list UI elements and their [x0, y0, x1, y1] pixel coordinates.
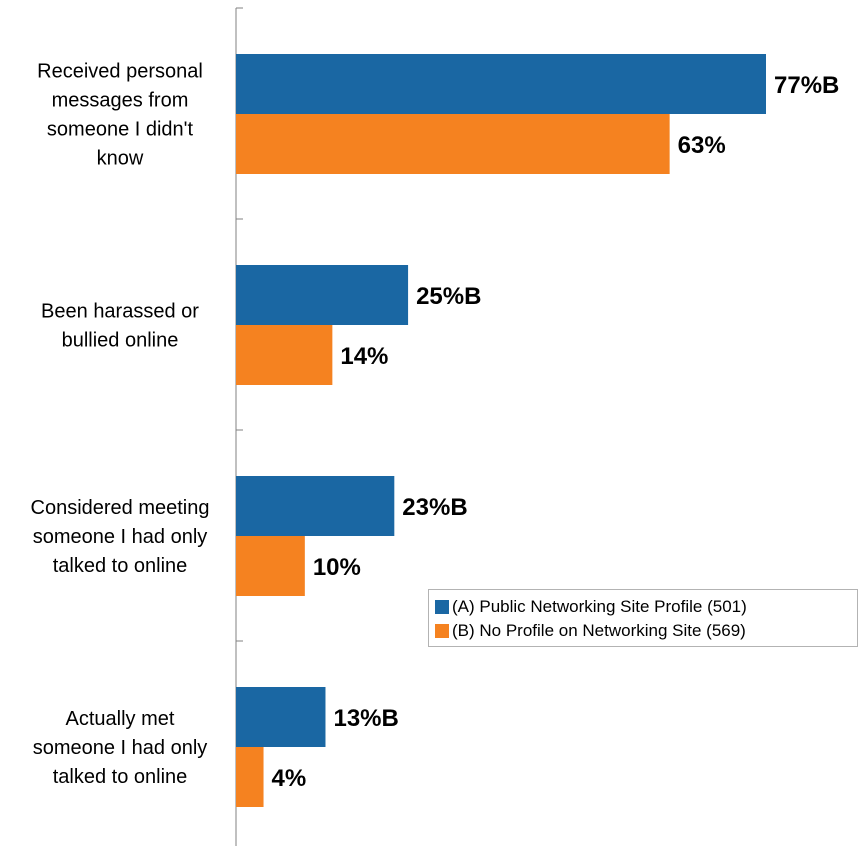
legend-item-series-b: (B) No Profile on Networking Site (569)	[435, 619, 746, 643]
data-label: 23%B	[402, 494, 467, 521]
category-label-line: talked to online	[53, 555, 188, 577]
bar-series-b	[236, 325, 333, 385]
data-label: 25%B	[416, 283, 481, 310]
bar-series-a	[236, 476, 395, 536]
category-label: Considered meeting someone I had only talk…	[31, 497, 210, 577]
category-label-line: talked to online	[53, 766, 188, 788]
category-label-line: someone I had only	[33, 526, 208, 548]
category-label: Actually met someone I had only talked to …	[33, 708, 208, 788]
category-label: Been harassed or bullied online	[41, 301, 199, 352]
legend-label-series-b: (B) No Profile on Networking Site (569)	[452, 621, 746, 640]
category-labels: Received personal messages from someone I …	[31, 61, 210, 789]
legend-swatch-series-b	[435, 624, 449, 638]
legend-swatch-series-a	[435, 600, 449, 614]
category-label-line: someone I had only	[33, 737, 208, 759]
value-labels: 77%B 63% 25%B 14% 23%B 10% 13%B 4%	[272, 72, 840, 792]
legend-label-series-a: (A) Public Networking Site Profile (501)	[452, 597, 747, 616]
category-label-line: Considered meeting	[31, 497, 210, 519]
category-label: Received personal messages from someone I …	[37, 61, 203, 170]
data-label: 4%	[272, 765, 307, 792]
bar-series-a	[236, 687, 326, 747]
category-label-line: messages from	[52, 90, 189, 112]
data-label: 14%	[340, 343, 388, 370]
data-label: 13%B	[333, 705, 398, 732]
bar-series-b	[236, 747, 264, 807]
category-label-line: Actually met	[66, 708, 175, 730]
legend-item-series-a: (A) Public Networking Site Profile (501)	[435, 595, 747, 619]
category-label-line: someone I didn't	[47, 119, 194, 141]
bar-series-b	[236, 536, 305, 596]
data-label: 77%B	[774, 72, 839, 99]
legend: (A) Public Networking Site Profile (501)…	[428, 589, 858, 647]
bar-series-a	[236, 54, 766, 114]
category-label-line: Received personal	[37, 61, 203, 83]
category-label-line: Been harassed or	[41, 301, 199, 323]
bars	[236, 54, 766, 807]
bar-series-b	[236, 114, 670, 174]
category-label-line: know	[97, 148, 144, 170]
category-label-line: bullied online	[62, 330, 179, 352]
data-label: 10%	[313, 554, 361, 581]
data-label: 63%	[678, 132, 726, 159]
bar-series-a	[236, 265, 409, 325]
